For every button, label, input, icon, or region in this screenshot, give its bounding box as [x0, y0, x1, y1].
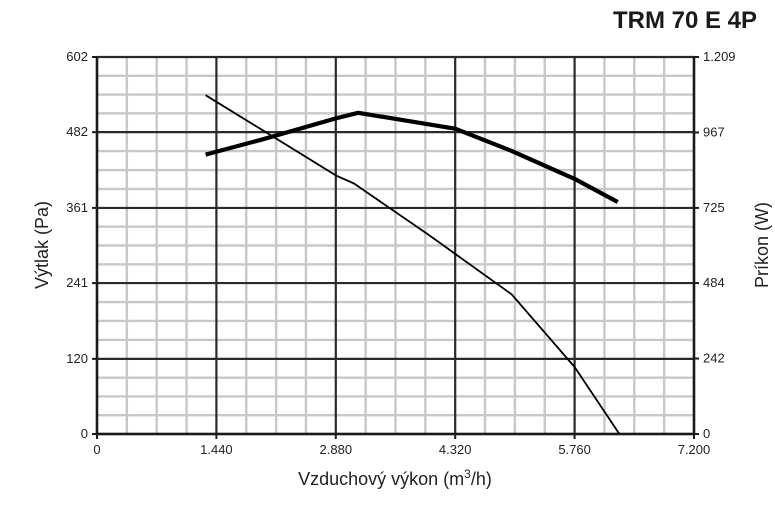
tick-labels: 0 1.440 2.880 4.320 5.760 7.20001202413614826… [66, 49, 735, 457]
y2-tick-label: 242 [703, 351, 725, 366]
x-tick-label: 0 [93, 442, 100, 457]
x-tick-label: 7.200 [678, 442, 711, 457]
x-tick-label: 5.760 [558, 442, 591, 457]
y-axis-label: Výtlak (Pa) [32, 201, 52, 289]
x-axis-label-superscript: 3 [464, 467, 471, 481]
y2-tick-label: 1.209 [703, 49, 736, 64]
y-tick-label: 482 [66, 124, 88, 139]
axes [92, 56, 699, 439]
y2-tick-label: 725 [703, 200, 725, 215]
y2-tick-label: 484 [703, 275, 725, 290]
power-curve [205, 110, 619, 204]
y-tick-label: 602 [66, 49, 88, 64]
y2-axis-label: Príkon (W) [752, 202, 772, 288]
minor-grid [97, 57, 694, 434]
y2-tick-label: 0 [703, 426, 710, 441]
x-tick-label: 1.440 [200, 442, 233, 457]
x-axis-label: Vzduchový výkon (m3/h) [298, 467, 492, 489]
y-tick-label: 120 [66, 351, 88, 366]
x-axis-label-main: Vzduchový výkon (m [298, 469, 464, 489]
series [205, 94, 621, 435]
chart-title: TRM 70 E 4P [613, 7, 757, 34]
x-tick-label: 2.880 [320, 442, 353, 457]
y-tick-label: 241 [66, 275, 88, 290]
y-tick-label: 0 [81, 426, 88, 441]
y2-tick-label: 967 [703, 124, 725, 139]
y-tick-label: 361 [66, 200, 88, 215]
x-axis-label-end: /h) [471, 469, 492, 489]
x-tick-label: 4.320 [439, 442, 472, 457]
